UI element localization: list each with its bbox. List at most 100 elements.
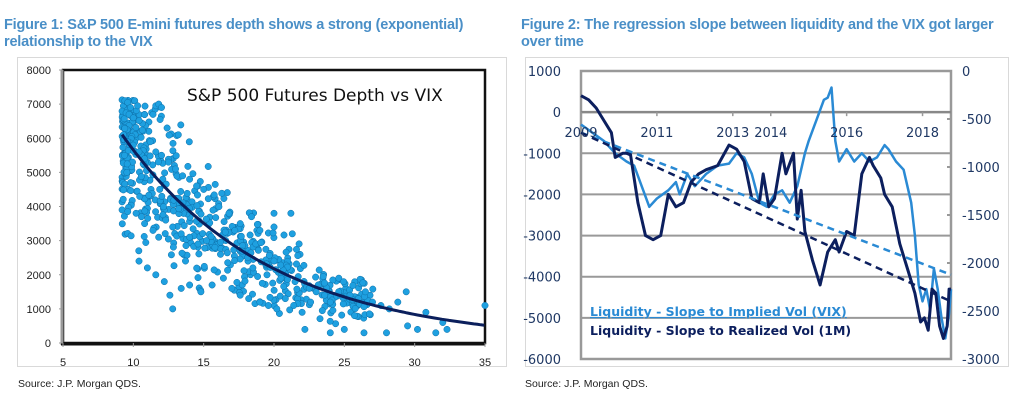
- scatter-point: [162, 216, 170, 224]
- scatter-point: [359, 279, 367, 287]
- scatter-point: [199, 230, 207, 238]
- scatter-point: [246, 231, 254, 239]
- scatter-point: [186, 175, 194, 183]
- scatter-point: [146, 152, 154, 160]
- scatter-point: [394, 298, 402, 306]
- scatter-point: [282, 248, 290, 256]
- scatter-point: [127, 104, 134, 111]
- scatter-point: [135, 247, 143, 255]
- scatter-point: [263, 271, 271, 279]
- x-tick-label: 25: [338, 357, 350, 369]
- scatter-point: [211, 180, 219, 188]
- scatter-point: [170, 262, 178, 270]
- scatter-point: [156, 116, 164, 123]
- scatter-point: [186, 233, 194, 241]
- scatter-point: [129, 114, 137, 122]
- scatter-point: [119, 195, 127, 203]
- scatter-point: [124, 208, 132, 216]
- scatter-point: [141, 102, 149, 110]
- scatter-point: [121, 125, 129, 132]
- scatter-point: [193, 264, 201, 272]
- scatter-point: [321, 279, 328, 287]
- scatter-point: [318, 307, 326, 315]
- scatter-point: [443, 325, 451, 333]
- scatter-point: [189, 225, 197, 233]
- scatter-point: [163, 124, 171, 132]
- scatter-point: [172, 152, 180, 160]
- scatter-point: [167, 251, 175, 259]
- scatter-point: [254, 273, 262, 280]
- scatter-point: [183, 189, 191, 197]
- scatter-point: [149, 110, 157, 118]
- scatter-point: [340, 278, 348, 286]
- scatter-point: [254, 246, 262, 254]
- scatter-point: [258, 279, 266, 287]
- scatter-point: [225, 209, 233, 217]
- scatter-point: [137, 133, 145, 141]
- scatter-point: [194, 191, 201, 199]
- scatter-point: [215, 203, 223, 211]
- x-tick-label: 5: [60, 357, 66, 369]
- scatter-point: [177, 230, 185, 238]
- scatter-point: [174, 131, 182, 139]
- scatter-point: [422, 308, 430, 316]
- scatter-point: [293, 285, 301, 293]
- y-tick-label: 4000: [27, 202, 51, 214]
- scatter-point: [236, 291, 244, 299]
- scatter-point: [361, 288, 369, 296]
- scatter-point: [152, 271, 160, 279]
- scatter-point: [160, 203, 167, 211]
- scatter-point: [326, 317, 334, 325]
- scatter-point: [265, 251, 273, 259]
- scatter-point: [161, 230, 169, 238]
- scatter-point: [277, 274, 285, 282]
- scatter-point: [326, 329, 334, 337]
- scatter-point: [169, 147, 177, 155]
- scatter-point: [136, 192, 144, 200]
- scatter-point: [221, 228, 229, 236]
- scatter-point: [270, 257, 278, 265]
- scatter-point: [402, 288, 410, 296]
- scatter-point: [158, 104, 165, 111]
- scatter-point: [219, 274, 227, 282]
- figure-1-title: Figure 1: S&P 500 E-mini futures depth s…: [4, 17, 464, 50]
- scatter-point: [127, 179, 135, 187]
- scatter-point: [201, 244, 209, 252]
- scatter-point: [290, 302, 298, 309]
- scatter-point: [166, 291, 174, 299]
- scatter-point: [338, 311, 346, 319]
- scatter-point: [217, 238, 224, 246]
- scatter-point: [158, 192, 166, 200]
- scatter-point: [203, 237, 210, 245]
- scatter-point: [164, 235, 172, 243]
- scatter-point: [249, 290, 256, 298]
- x-tick-label: 15: [198, 357, 210, 369]
- scatter-point: [132, 209, 140, 217]
- scatter-point: [138, 126, 146, 134]
- scatter-point: [169, 139, 177, 147]
- scatter-point: [204, 163, 212, 170]
- scatter-point: [223, 249, 231, 257]
- scatter-point: [121, 151, 128, 159]
- scatter-point: [369, 285, 377, 293]
- scatter-point: [197, 210, 205, 218]
- figure-2-title: Figure 2: The regression slope between l…: [521, 17, 994, 50]
- scatter-point: [236, 220, 244, 228]
- scatter-point: [288, 230, 296, 238]
- scatter-point: [160, 278, 168, 286]
- scatter-point: [432, 329, 440, 337]
- scatter-point: [141, 207, 149, 215]
- scatter-point: [307, 298, 315, 306]
- scatter-point: [319, 273, 327, 280]
- figure-2-frame: [525, 57, 1009, 367]
- y-tick-label: 6000: [27, 133, 51, 145]
- scatter-point: [287, 209, 295, 217]
- scatter-point: [207, 233, 215, 241]
- scatter-point: [134, 102, 142, 110]
- scatter-point: [365, 310, 373, 318]
- scatter-point: [152, 208, 160, 216]
- scatter-point: [269, 279, 277, 287]
- scatter-point: [295, 240, 303, 248]
- scatter-point: [300, 261, 308, 269]
- scatter-point: [119, 186, 127, 194]
